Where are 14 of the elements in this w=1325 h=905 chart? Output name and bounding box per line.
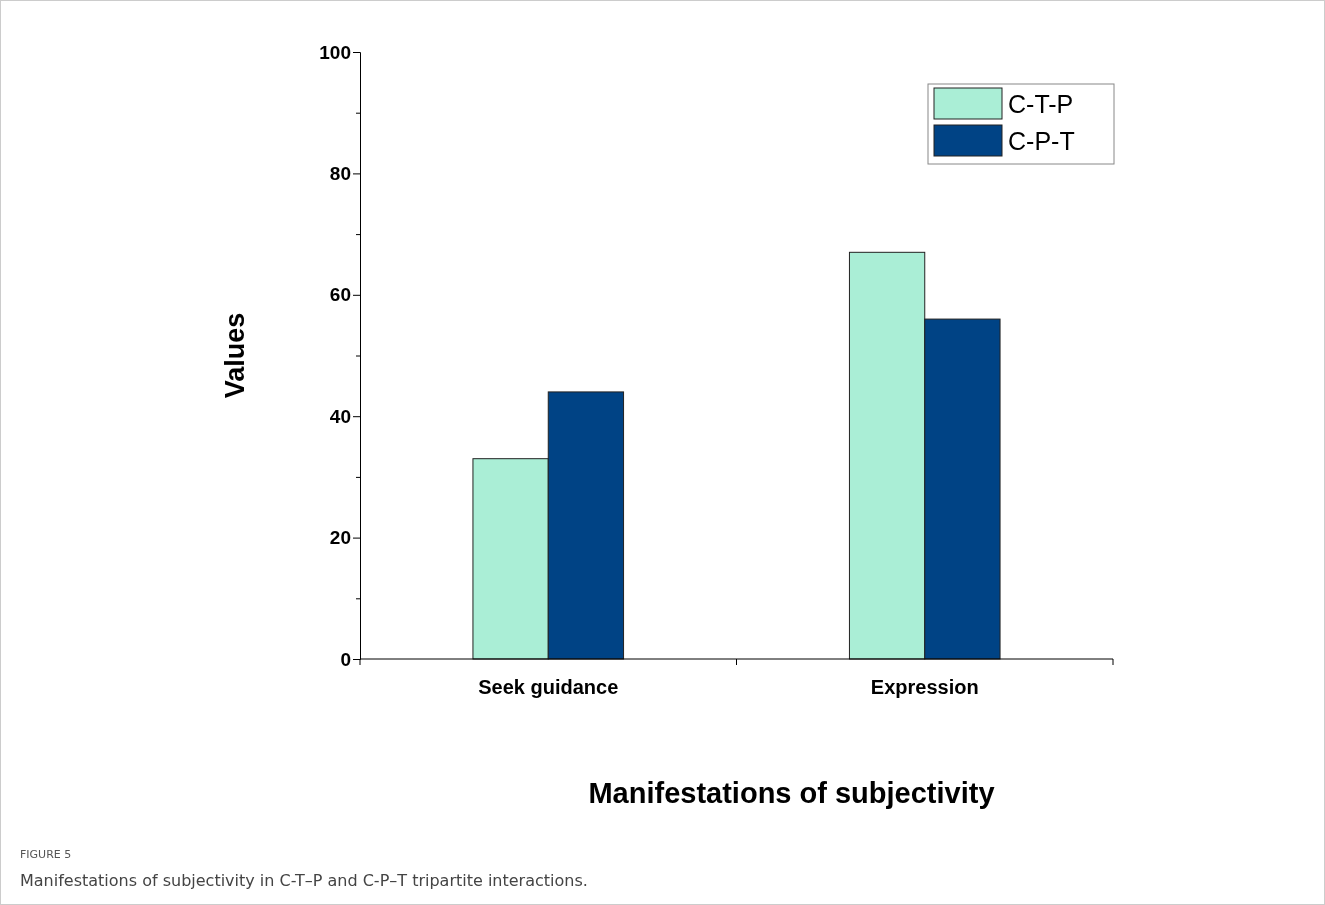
y-tick-label: 60 bbox=[329, 284, 351, 306]
caption: FIGURE 5 bbox=[20, 848, 72, 861]
x-tick-label: Expression bbox=[870, 676, 979, 698]
y-tick-label: 40 bbox=[329, 405, 351, 427]
x-tick-label: Seek guidance bbox=[478, 676, 619, 698]
legend-label: C-P-T bbox=[1008, 126, 1075, 155]
y-axis-title: Values bbox=[220, 312, 251, 399]
y-tick-label: 0 bbox=[340, 648, 351, 670]
legend-label: C-T-P bbox=[1008, 89, 1074, 118]
text: Manifestations of subjectivity in C-T–P and C-P–T tripartite interactions. bbox=[20, 871, 588, 890]
y-tick-label: 100 bbox=[319, 41, 351, 63]
x-axis-title: Manifestations of subjectivity bbox=[588, 777, 995, 809]
y-tick-label: 80 bbox=[329, 162, 351, 184]
y-tick-label: 20 bbox=[329, 527, 351, 549]
